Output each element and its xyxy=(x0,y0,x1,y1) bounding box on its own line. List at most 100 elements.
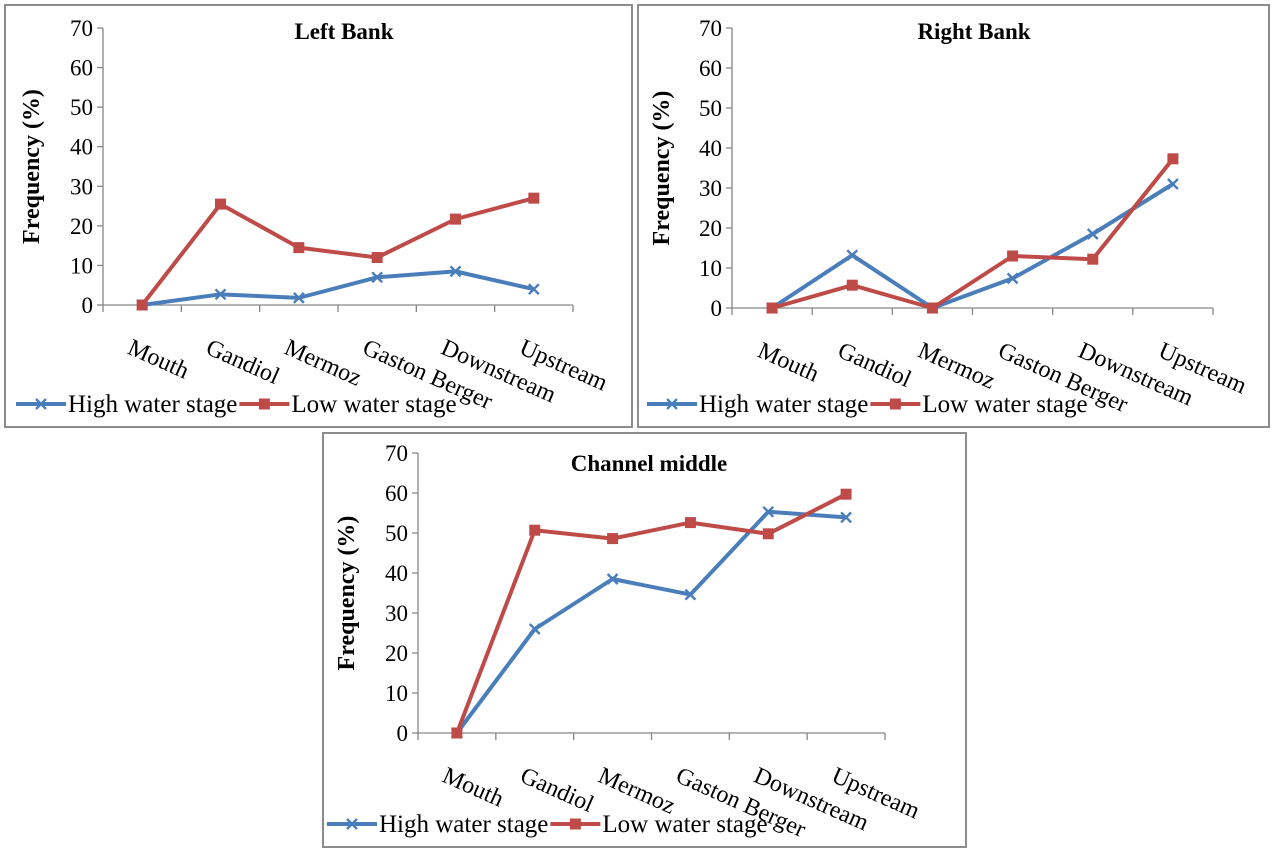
y-tick-label: 20 xyxy=(385,641,408,666)
x-category-label: Gandiol xyxy=(516,763,598,818)
marker-stroke xyxy=(527,283,540,296)
marker-stroke xyxy=(1167,178,1179,190)
y-tick-label: 50 xyxy=(385,521,408,546)
series-line-low-water xyxy=(771,157,1175,310)
marker-stroke xyxy=(606,573,619,585)
y-tick-label: 70 xyxy=(385,441,408,466)
marker-stroke xyxy=(1006,272,1019,285)
legend-entry-high-water: High water stage xyxy=(647,391,868,418)
x-category-label: Mermoz xyxy=(914,338,999,395)
y-tick-label: 0 xyxy=(397,721,409,746)
series-line-low-water xyxy=(455,492,847,734)
y-tick-label: 20 xyxy=(699,216,722,241)
data-point-high-water xyxy=(214,288,227,301)
y-tick-label: 10 xyxy=(385,681,408,706)
marker-stroke xyxy=(840,511,852,524)
data-point-low-water xyxy=(766,302,778,314)
legend-marker xyxy=(666,398,678,410)
legend-marker xyxy=(35,398,47,410)
data-point-low-water xyxy=(1007,250,1019,262)
y-tick-label: 10 xyxy=(70,253,93,278)
legend-entry-high-water: High water stage xyxy=(16,391,237,418)
y-tick-label: 0 xyxy=(711,296,723,321)
data-point-high-water xyxy=(606,573,619,585)
chart-left-bank: Left Bank Frequency (%) 0 10 20 30 40 50 60 70 Mou… xyxy=(16,16,612,418)
data-point-low-water xyxy=(529,524,541,536)
data-point-high-water xyxy=(1086,228,1099,240)
y-tick-label: 60 xyxy=(699,56,722,81)
y-tick-label: 70 xyxy=(70,16,93,41)
marker-stroke xyxy=(528,623,541,635)
y-axis-label: Frequency (%) xyxy=(334,516,360,671)
y-tick-label: 20 xyxy=(70,214,93,239)
data-point-low-water xyxy=(451,727,463,739)
data-point-low-water xyxy=(926,302,938,314)
data-point-high-water xyxy=(1006,272,1019,285)
data-point-low-water xyxy=(136,299,148,311)
legend-marker xyxy=(569,818,581,830)
legend-entry-high-water: High water stage xyxy=(327,811,548,838)
legend-marker xyxy=(258,398,270,410)
y-tick-label: 50 xyxy=(70,95,93,120)
y-tick-label: 0 xyxy=(82,293,94,318)
marker-stroke xyxy=(1086,228,1099,240)
y-tick-label: 60 xyxy=(70,56,93,81)
y-tick-label: 30 xyxy=(70,174,93,199)
legend-label: Low water stage xyxy=(602,811,767,838)
data-point-low-water xyxy=(840,488,852,500)
marker-stroke xyxy=(449,265,462,278)
chart-panel-channel-middle: Channel middle Frequency (%) 0 10 20 30 40 50 60… xyxy=(322,432,967,848)
y-tick-label: 70 xyxy=(699,16,722,41)
y-axis-label: Frequency (%) xyxy=(649,91,675,246)
legend-marker xyxy=(346,818,358,830)
data-point-low-water xyxy=(371,252,383,264)
legend-entry-low-water: Low water stage xyxy=(870,391,1088,418)
chart-panel-left-bank: Left Bank Frequency (%) 0 10 20 30 40 50 60 70 Mou… xyxy=(4,4,633,428)
data-point-high-water xyxy=(1167,178,1179,190)
y-tick-label: 10 xyxy=(699,256,722,281)
series-line-high-water xyxy=(141,269,535,307)
marker-stroke xyxy=(762,505,775,518)
data-point-low-water xyxy=(450,213,461,225)
data-point-low-water xyxy=(684,517,696,529)
legend-label: Low water stage xyxy=(291,391,456,418)
data-point-low-water xyxy=(607,533,619,545)
marker-stroke xyxy=(371,271,384,284)
chart-title: Channel middle xyxy=(571,451,728,476)
x-category-label: Mouth xyxy=(124,335,193,385)
series-line-high-water xyxy=(770,182,1174,310)
data-point-low-water xyxy=(762,528,774,540)
chart-title: Left Bank xyxy=(294,19,393,44)
x-category-label: Gandiol xyxy=(834,338,916,393)
series-line-low-water xyxy=(140,196,535,307)
data-point-high-water xyxy=(371,271,384,284)
data-point-high-water xyxy=(528,623,541,635)
marker-stroke xyxy=(684,588,697,601)
data-point-high-water xyxy=(846,249,859,262)
legend-entry-low-water: Low water stage xyxy=(239,391,457,418)
data-point-low-water xyxy=(1167,153,1179,165)
chart-title: Right Bank xyxy=(917,19,1030,44)
series-line-high-water xyxy=(455,509,847,735)
y-tick-label: 30 xyxy=(385,601,408,626)
legend-label: High water stage xyxy=(699,391,868,418)
marker-stroke xyxy=(846,249,859,262)
chart-channel-middle: Channel middle Frequency (%) 0 10 20 30 40 50 60… xyxy=(327,441,924,843)
legend-label: Low water stage xyxy=(922,391,1087,418)
x-category-label: Gandiol xyxy=(202,335,284,390)
data-point-high-water xyxy=(527,283,540,296)
y-tick-label: 50 xyxy=(699,96,722,121)
x-category-label: Mouth xyxy=(438,763,507,813)
data-point-high-water xyxy=(684,588,697,601)
chart-panel-right-bank: Right Bank Frequency (%) 0 10 20 30 40 50 60 70 Mo… xyxy=(637,4,1270,428)
legend-label: High water stage xyxy=(379,811,548,838)
data-point-high-water xyxy=(762,505,775,518)
y-axis-label: Frequency (%) xyxy=(19,89,45,244)
data-point-low-water xyxy=(215,198,226,210)
y-tick-label: 40 xyxy=(699,136,722,161)
marker-stroke xyxy=(292,292,305,304)
x-category-label: Mouth xyxy=(754,338,823,388)
y-tick-label: 40 xyxy=(70,135,93,160)
y-tick-label: 60 xyxy=(385,481,408,506)
data-point-low-water xyxy=(528,192,540,204)
